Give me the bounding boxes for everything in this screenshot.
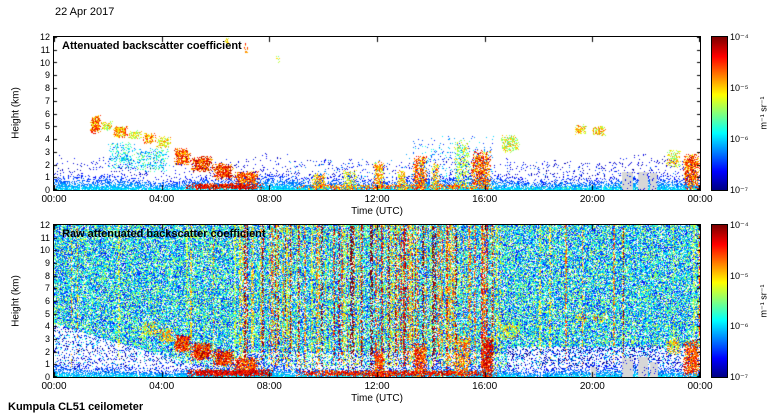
instrument-label: Kumpula CL51 ceilometer: [8, 401, 144, 413]
x-tick-label: 16:00: [472, 194, 498, 205]
colorbar-tick-label: 10⁻⁶: [730, 134, 749, 144]
top-plot-area: [53, 36, 701, 191]
colorbar-tick-label: 10⁻⁷: [730, 185, 749, 195]
bottom-heatmap-canvas: [54, 225, 700, 377]
y-tick-label: 10: [39, 245, 50, 256]
y-tick-label: 12: [39, 32, 50, 42]
colorbar-tick-label: 10⁻⁷: [730, 372, 749, 382]
bottom-colorbar-unit-label: m⁻¹ sr⁻¹: [758, 284, 769, 318]
x-tick-label: 16:00: [472, 381, 498, 392]
y-tick-label: 4: [44, 321, 50, 332]
x-tick-label: 12:00: [364, 381, 390, 392]
y-tick-label: 0: [44, 185, 50, 195]
x-tick-label: 12:00: [364, 194, 390, 205]
bottom-colorbar-canvas: [712, 225, 727, 377]
y-tick-label: 2: [44, 159, 50, 170]
bottom-colorbar: [711, 224, 728, 378]
y-tick-label: 4: [44, 134, 50, 144]
top-panel-title: Attenuated backscatter coefficient: [62, 40, 242, 52]
y-tick-label: 8: [44, 270, 50, 281]
y-tick-label: 11: [40, 44, 50, 55]
colorbar-tick-label: 10⁻⁶: [730, 321, 749, 332]
y-tick-label: 11: [40, 232, 50, 243]
y-tick-label: 7: [44, 283, 50, 294]
x-tick-label: 08:00: [256, 381, 282, 392]
y-tick-label: 9: [44, 258, 50, 268]
y-tick-label: 1: [44, 172, 50, 183]
top-x-axis-label: Time (UTC): [351, 206, 403, 217]
y-tick-label: 3: [44, 146, 50, 157]
y-tick-label: 7: [44, 95, 50, 106]
x-tick-label: 20:00: [579, 381, 605, 392]
colorbar-tick-label: 10⁻⁵: [730, 83, 749, 93]
x-tick-label: 04:00: [149, 381, 175, 392]
x-tick-label: 00:00: [41, 194, 67, 205]
y-tick-label: 3: [44, 334, 50, 344]
y-tick-label: 6: [44, 108, 50, 119]
y-tick-label: 10: [39, 57, 50, 68]
x-tick-label: 08:00: [256, 194, 282, 205]
y-tick-label: 8: [44, 83, 50, 93]
y-tick-label: 5: [44, 308, 50, 319]
y-tick-label: 2: [44, 346, 50, 357]
y-tick-label: 0: [44, 372, 50, 382]
colorbar-tick-label: 10⁻⁴: [730, 220, 749, 230]
date-label: 22 Apr 2017: [55, 6, 115, 18]
y-tick-label: 6: [44, 296, 50, 306]
top-colorbar: [711, 36, 728, 191]
bottom-panel-title: Raw attenuated backscatter coefficient: [62, 228, 266, 240]
x-tick-label: 20:00: [579, 194, 605, 205]
y-tick-label: 12: [39, 220, 50, 230]
x-tick-label: 04:00: [149, 194, 175, 205]
colorbar-tick-label: 10⁻⁴: [730, 32, 749, 42]
top-colorbar-canvas: [712, 37, 727, 190]
bottom-plot-area: [53, 224, 701, 378]
bottom-x-axis-label: Time (UTC): [351, 393, 403, 404]
y-tick-label: 1: [44, 359, 50, 370]
y-tick-label: 9: [44, 70, 50, 81]
x-tick-label: 00:00: [687, 381, 713, 392]
top-heatmap-canvas: [54, 37, 700, 190]
x-tick-label: 00:00: [41, 381, 67, 392]
colorbar-tick-label: 10⁻⁵: [730, 270, 749, 281]
y-tick-label: 5: [44, 121, 50, 132]
x-tick-label: 00:00: [687, 194, 713, 205]
top-colorbar-unit-label: m⁻¹ sr⁻¹: [758, 96, 769, 130]
